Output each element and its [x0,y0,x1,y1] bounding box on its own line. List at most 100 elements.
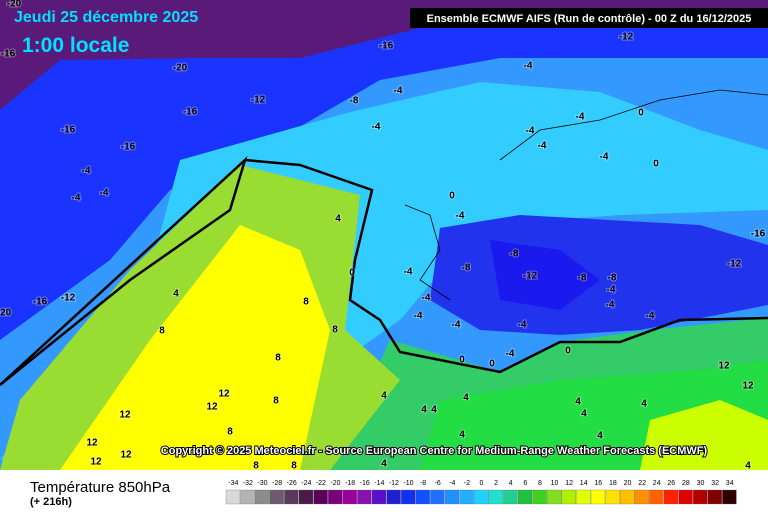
colorbar-tick: 28 [682,480,690,487]
time: 1:00 locale [22,34,129,57]
colorbar-tick: -30 [257,480,267,487]
colorbar: -34 -32 -30 -28 -26 -24 -22 -20 -18 -16 -14 -12 -10-… [225,480,737,505]
contour-label: -16 [183,107,198,118]
colorbar-tick: 8 [538,480,542,487]
color-swatch [547,489,562,505]
contour-label: 12 [206,402,218,413]
contour-labels: -20-16-20-16-12-16-16-4-4-4-16-12-4-4-8-… [0,0,767,473]
colorbar-tick: 12 [565,480,573,487]
colorbar-tick: 18 [609,480,617,487]
color-swatch [605,489,620,505]
colorbar-tick: -12 [389,480,399,487]
contour-label: -16 [379,41,394,52]
color-swatch [532,489,547,505]
colorbar-tick: -26 [287,480,297,487]
colorbar-tick: -14 [374,480,384,487]
color-swatch [663,489,679,505]
colorbar-tick: -34 [228,480,238,487]
colorbar-tick: -16 [360,480,370,487]
color-swatch [488,489,503,505]
contour-label: -4 [524,61,533,72]
color-swatch [371,489,387,505]
colorbar-tick: 4 [509,480,513,487]
contour-label: 12 [119,410,131,421]
contour-label: 0 [459,355,465,366]
copyright: Copyright © 2025 Meteociel.fr - Source E… [161,445,708,457]
contour-label: 12 [718,361,730,372]
color-swatch [620,489,635,505]
contour-label: -20 [7,0,22,10]
colorbar-tick: 14 [580,480,588,487]
contour-label: -12 [523,271,538,282]
colorbar-tick: -32 [243,480,253,487]
banner-box [410,8,768,28]
colorbar-tick: -24 [301,480,311,487]
colorbar-tick: 2 [494,480,498,487]
color-swatch [459,489,474,505]
color-swatch [225,489,241,505]
contour-label: -4 [646,311,655,322]
color-swatch [342,489,357,505]
contour-label: -4 [518,320,527,331]
contour-label: 12 [90,457,102,468]
color-swatch [503,489,518,505]
contour-label: 8 [332,325,338,336]
contour-label: -12 [61,293,76,304]
contour-label: 8 [253,461,259,472]
contour-label: 12 [218,389,230,400]
colorbar-tick: -8 [420,480,426,487]
colorbar-tick: 30 [697,480,705,487]
contour-label: 8 [273,396,279,407]
contour-label: -16 [1,49,16,60]
colorbar-tick: -28 [272,480,282,487]
contour-label: 4 [381,391,387,402]
contour-label: 4 [459,430,465,441]
color-swatch [590,489,606,505]
colorbar-tick: -4 [449,480,455,487]
color-swatch [517,489,533,505]
contour-label: 8 [303,297,309,308]
colorbar-tick: 32 [711,480,719,487]
contour-label: -4 [456,211,465,222]
color-swatch [240,489,255,505]
colorbar-tick: 34 [726,480,734,487]
contour-label: -4 [538,141,547,152]
contour-label: 4 [641,399,647,410]
color-swatch [693,489,708,505]
contour-label: -12 [251,95,266,106]
contour-label: -4 [394,86,403,97]
contour-label: 0 [349,268,355,279]
color-swatch [357,489,372,505]
color-swatch [576,489,591,505]
colorbar-tick: 20 [624,480,632,487]
contour-label: 4 [431,405,437,416]
color-swatch [649,489,664,505]
contour-label: -4 [422,293,431,304]
contour-label: -4 [100,188,109,199]
contour-label: -8 [578,273,587,284]
colorbar-tick: 10 [551,480,559,487]
color-swatch [386,489,401,505]
contour-label: 4 [421,405,427,416]
contour-label: 0 [449,191,455,202]
date: Jeudi 25 décembre 2025 [14,9,198,26]
contour-label: -4 [607,285,616,296]
contour-label: -16 [121,142,136,153]
contour-label: -4 [372,122,381,133]
colorbar-tick: 26 [667,480,675,487]
contour-label: 0 [638,108,644,119]
contour-label: -4 [506,349,515,360]
color-swatch [561,489,576,505]
color-swatch [634,489,649,505]
contour-label: -4 [576,112,585,123]
contour-label: 8 [275,353,281,364]
color-swatch [269,489,284,505]
contour-label: 8 [291,461,297,472]
contour-label: -20 [0,308,12,319]
color-swatch [298,489,314,505]
contour-label: -8 [462,263,471,274]
contour-label: -4 [606,300,615,311]
contour-label: 4 [597,431,603,442]
contour-label: 0 [489,359,495,370]
contour-label: -4 [600,152,609,163]
